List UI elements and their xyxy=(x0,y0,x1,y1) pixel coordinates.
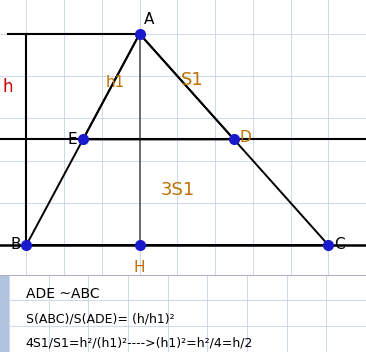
Text: h: h xyxy=(3,77,13,96)
Text: h1: h1 xyxy=(105,75,124,90)
Text: C: C xyxy=(334,238,344,252)
Bar xyxy=(0,275,9,352)
Text: A: A xyxy=(143,12,154,27)
Text: 3S1: 3S1 xyxy=(160,181,194,199)
Text: S1: S1 xyxy=(181,71,204,89)
Text: B: B xyxy=(10,238,21,252)
Text: H: H xyxy=(134,260,145,275)
Text: D: D xyxy=(240,130,251,145)
Text: ADE ~ABC: ADE ~ABC xyxy=(26,287,99,301)
Text: E: E xyxy=(68,132,77,147)
Text: S(ABC)/S(ADE)= (h/h1)²: S(ABC)/S(ADE)= (h/h1)² xyxy=(26,313,174,326)
Text: 4S1/S1=h²/(h1)²---->(h1)²=h²/4=h/2: 4S1/S1=h²/(h1)²---->(h1)²=h²/4=h/2 xyxy=(26,336,253,349)
